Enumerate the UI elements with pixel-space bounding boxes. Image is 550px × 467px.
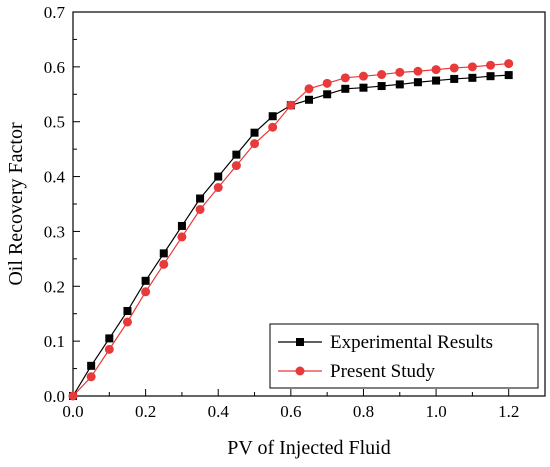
series-present-study: [68, 59, 514, 401]
data-point: [322, 78, 332, 88]
x-tick-label: 0.8: [353, 402, 374, 421]
data-point: [504, 59, 514, 69]
x-tick-label: 0.2: [135, 402, 156, 421]
data-point: [468, 73, 477, 82]
data-point: [377, 82, 386, 91]
legend: Experimental Results Present Study: [269, 323, 539, 389]
data-point: [122, 317, 132, 327]
data-point: [323, 90, 332, 99]
data-point: [467, 62, 477, 72]
data-point: [504, 71, 513, 80]
x-tick-label: 1.2: [498, 402, 519, 421]
plot-area: 0.0 0.2 0.4 0.6 0.8 1.0 1.2 0.0 0.1 0.2 0.3 0.4 0.5…: [44, 3, 546, 421]
data-point: [395, 80, 404, 89]
y-tick-label: 0.5: [44, 113, 65, 132]
data-point: [87, 361, 96, 370]
x-axis: 0.0 0.2 0.4 0.6 0.8 1.0 1.2: [62, 389, 546, 421]
series-layer: [68, 59, 514, 401]
data-point: [413, 66, 423, 76]
data-point: [341, 84, 350, 93]
y-tick-label: 0.1: [44, 332, 65, 351]
x-tick-label: 0.6: [280, 402, 301, 421]
y-tick-label: 0.2: [44, 277, 65, 296]
data-point: [177, 232, 187, 242]
y-tick-label: 0.7: [44, 3, 66, 22]
legend-label: Experimental Results: [330, 332, 493, 353]
data-point: [395, 67, 405, 77]
data-point: [359, 83, 368, 92]
y-tick-label: 0.3: [44, 222, 65, 241]
legend-box: [269, 323, 539, 389]
y-axis-title: Oil Recovery Factor: [5, 122, 27, 286]
y-tick-label: 0.4: [44, 168, 66, 187]
legend-marker: [296, 338, 304, 346]
data-point: [105, 334, 114, 343]
data-point: [159, 249, 168, 258]
y-tick-label: 0.6: [44, 58, 65, 77]
data-point: [141, 276, 150, 285]
data-point: [340, 73, 350, 83]
y-tick-label: 0.0: [44, 387, 65, 406]
data-point: [286, 100, 296, 110]
y-axis: 0.0 0.1 0.2 0.3 0.4 0.5 0.6 0.7: [44, 3, 80, 406]
legend-item: Experimental Results: [278, 332, 493, 353]
legend-marker: [295, 366, 305, 376]
data-point: [377, 70, 387, 80]
data-point: [177, 221, 186, 230]
data-point: [358, 71, 368, 81]
x-tick-label: 1.0: [425, 402, 446, 421]
data-point: [450, 74, 459, 83]
data-point: [449, 63, 459, 73]
data-point: [86, 372, 96, 382]
data-point: [250, 128, 259, 137]
x-tick-label: 0.4: [208, 402, 230, 421]
legend-item: Present Study: [278, 361, 436, 382]
data-point: [250, 139, 260, 149]
x-axis-title: PV of Injected Fluid: [227, 437, 391, 459]
data-point: [431, 65, 441, 75]
data-point: [196, 194, 205, 203]
data-point: [213, 183, 223, 193]
data-point: [141, 287, 151, 297]
data-point: [268, 122, 278, 132]
data-point: [159, 259, 169, 269]
data-point: [486, 60, 496, 70]
data-point: [432, 76, 441, 85]
x-tick-label: 0.0: [62, 402, 83, 421]
data-point: [305, 95, 313, 104]
data-point: [195, 204, 205, 214]
data-point: [123, 306, 132, 315]
data-point: [268, 112, 277, 121]
data-point: [486, 72, 495, 81]
data-point: [68, 391, 78, 401]
data-point: [304, 84, 314, 94]
legend-label: Present Study: [330, 361, 436, 382]
data-point: [214, 172, 223, 181]
data-point: [232, 150, 241, 159]
data-point: [104, 344, 114, 354]
data-point: [413, 78, 422, 87]
data-point: [231, 161, 241, 171]
